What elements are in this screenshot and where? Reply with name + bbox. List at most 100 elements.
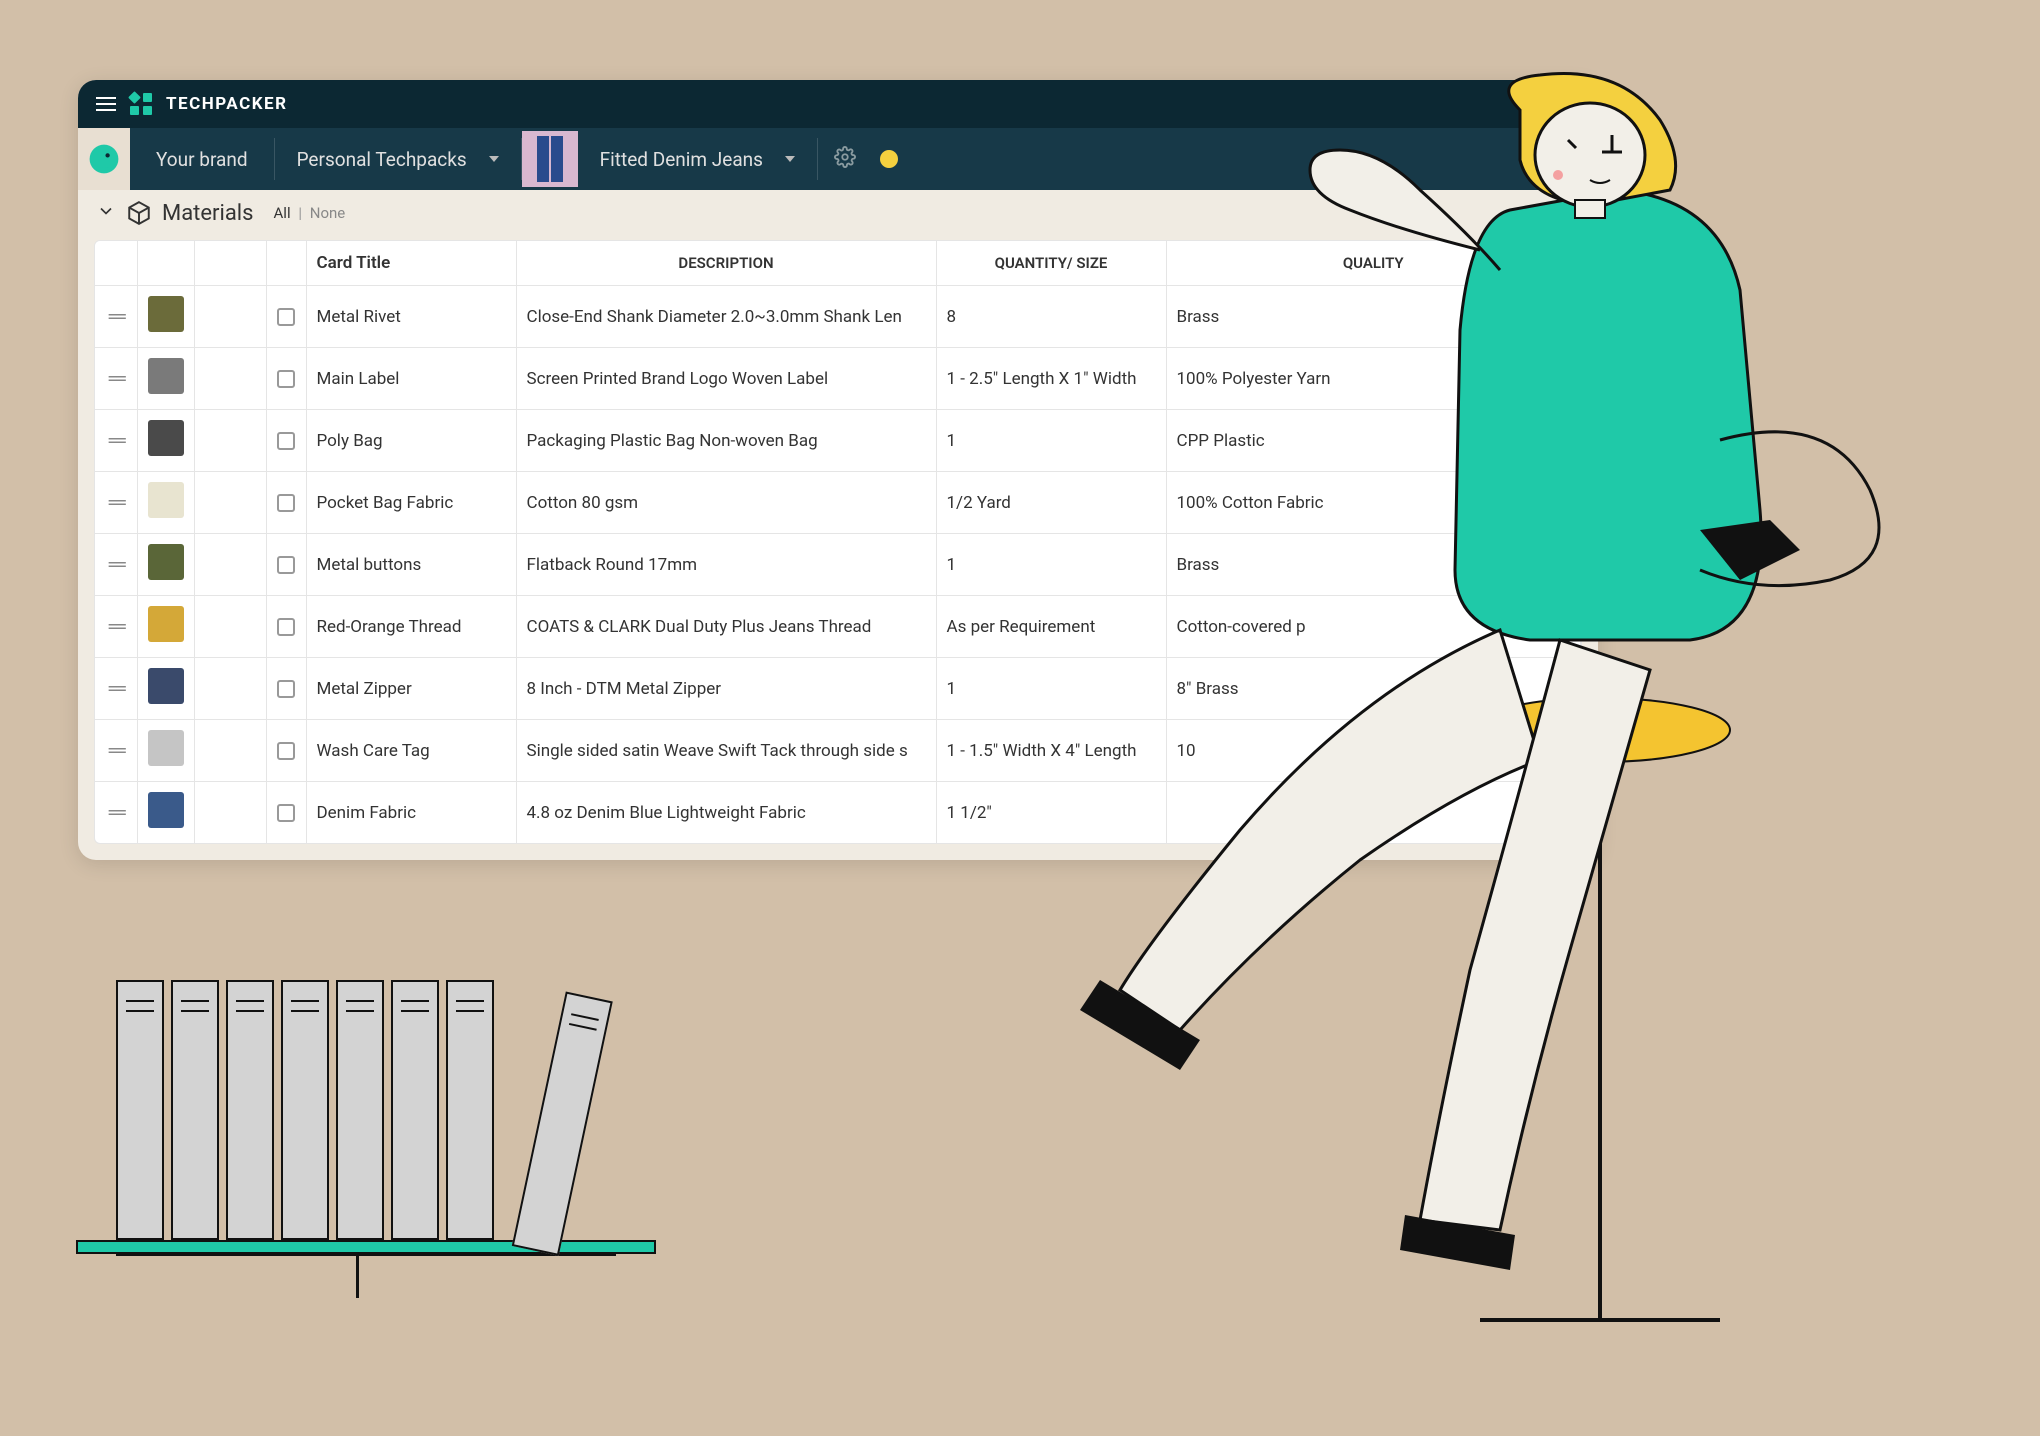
cell-quantity: 1	[936, 534, 1166, 596]
cell-description: 8 Inch - DTM Metal Zipper	[516, 658, 936, 720]
cell-description: Cotton 80 gsm	[516, 472, 936, 534]
table-row[interactable]: == Wash Care Tag Single sided satin Weav…	[95, 720, 1581, 782]
cell-description: 4.8 oz Denim Blue Lightweight Fabric	[516, 782, 936, 844]
cell-quantity: 1 - 1.5" Width X 4" Length	[936, 720, 1166, 782]
drag-handle-icon[interactable]: ==	[108, 430, 124, 451]
row-checkbox[interactable]	[277, 370, 295, 388]
cell-quantity: 1	[936, 410, 1166, 472]
brand-name: TECHPACKER	[166, 94, 287, 114]
row-thumbnail	[148, 730, 184, 766]
cell-quantity: As per Requirement	[936, 596, 1166, 658]
row-checkbox[interactable]	[277, 432, 295, 450]
sub-bar: Your brand Personal Techpacks Fitted Den…	[78, 128, 1598, 190]
drag-handle-icon[interactable]: ==	[108, 616, 124, 637]
cell-title: Denim Fabric	[306, 782, 516, 844]
filter-none-link[interactable]: None	[310, 204, 346, 222]
chevron-down-icon	[785, 156, 795, 162]
row-checkbox[interactable]	[277, 308, 295, 326]
cell-quality: Brass	[1166, 534, 1581, 596]
filter-all-link[interactable]: All	[274, 204, 291, 222]
row-thumbnail	[148, 544, 184, 580]
cell-description: Screen Printed Brand Logo Woven Label	[516, 348, 936, 410]
brand-avatar[interactable]	[78, 128, 130, 190]
item-thumbnail	[522, 131, 578, 187]
cube-icon	[126, 200, 152, 226]
col-header-title: Card Title	[306, 241, 516, 286]
row-thumbnail	[148, 792, 184, 828]
logo-mark-icon	[130, 93, 152, 115]
app-window: TECHPACKER Your brand Personal Techpacks…	[78, 80, 1598, 860]
col-header-description: DESCRIPTION	[516, 241, 936, 286]
row-thumbnail	[148, 482, 184, 518]
bookshelf-illustration	[76, 980, 676, 1298]
table-header-row: Card Title DESCRIPTION QUANTITY/ SIZE QU…	[95, 241, 1581, 286]
table-row[interactable]: == Metal Zipper 8 Inch - DTM Metal Zippe…	[95, 658, 1581, 720]
section-bar: Materials All | None	[78, 190, 1598, 236]
col-header-quantity: QUANTITY/ SIZE	[936, 241, 1166, 286]
cell-quantity: 1/2 Yard	[936, 472, 1166, 534]
cell-quality: 8" Brass	[1166, 658, 1581, 720]
cell-title: Pocket Bag Fabric	[306, 472, 516, 534]
cell-title: Metal Zipper	[306, 658, 516, 720]
drag-handle-icon[interactable]: ==	[108, 306, 124, 327]
cell-quality: 10	[1166, 720, 1581, 782]
cell-description: Packaging Plastic Bag Non-woven Bag	[516, 410, 936, 472]
section-title: Materials	[162, 201, 254, 226]
table-row[interactable]: == Metal Rivet Close-End Shank Diameter …	[95, 286, 1581, 348]
col-header-quality: QUALITY	[1166, 241, 1581, 286]
row-checkbox[interactable]	[277, 680, 295, 698]
cell-quality	[1166, 782, 1581, 844]
drag-handle-icon[interactable]: ==	[108, 740, 124, 761]
filter-links: All | None	[274, 204, 346, 222]
chevron-down-icon[interactable]	[96, 201, 116, 226]
cell-description: COATS & CLARK Dual Duty Plus Jeans Threa…	[516, 596, 936, 658]
techpacks-dropdown-label: Personal Techpacks	[297, 148, 467, 171]
chevron-down-icon	[489, 156, 499, 162]
gear-icon[interactable]	[818, 146, 872, 172]
techpacks-dropdown[interactable]: Personal Techpacks	[275, 148, 521, 171]
cell-quantity: 1 1/2"	[936, 782, 1166, 844]
table-row[interactable]: == Denim Fabric 4.8 oz Denim Blue Lightw…	[95, 782, 1581, 844]
row-thumbnail	[148, 420, 184, 456]
row-checkbox[interactable]	[277, 618, 295, 636]
cell-quantity: 8	[936, 286, 1166, 348]
menu-icon[interactable]	[96, 97, 116, 111]
row-thumbnail	[148, 606, 184, 642]
table-row[interactable]: == Main Label Screen Printed Brand Logo …	[95, 348, 1581, 410]
drag-handle-icon[interactable]: ==	[108, 678, 124, 699]
cell-quantity: 1 - 2.5" Length X 1" Width	[936, 348, 1166, 410]
materials-table: Card Title DESCRIPTION QUANTITY/ SIZE QU…	[94, 240, 1582, 844]
drag-handle-icon[interactable]: ==	[108, 368, 124, 389]
cell-quality: CPP Plastic	[1166, 410, 1581, 472]
table-row[interactable]: == Pocket Bag Fabric Cotton 80 gsm 1/2 Y…	[95, 472, 1581, 534]
row-checkbox[interactable]	[277, 556, 295, 574]
drag-handle-icon[interactable]: ==	[108, 802, 124, 823]
drag-handle-icon[interactable]: ==	[108, 492, 124, 513]
table-row[interactable]: == Poly Bag Packaging Plastic Bag Non-wo…	[95, 410, 1581, 472]
brand-label[interactable]: Your brand	[130, 148, 274, 171]
cell-quality: Brass	[1166, 286, 1581, 348]
cell-title: Main Label	[306, 348, 516, 410]
row-checkbox[interactable]	[277, 494, 295, 512]
cell-description: Single sided satin Weave Swift Tack thro…	[516, 720, 936, 782]
top-bar: TECHPACKER	[78, 80, 1598, 128]
row-checkbox[interactable]	[277, 742, 295, 760]
drag-handle-icon[interactable]: ==	[108, 554, 124, 575]
row-thumbnail	[148, 296, 184, 332]
row-thumbnail	[148, 668, 184, 704]
row-thumbnail	[148, 358, 184, 394]
cell-title: Red-Orange Thread	[306, 596, 516, 658]
cell-quantity: 1	[936, 658, 1166, 720]
cell-title: Poly Bag	[306, 410, 516, 472]
cell-description: Close-End Shank Diameter 2.0~3.0mm Shank…	[516, 286, 936, 348]
cell-quality: Cotton-covered p	[1166, 596, 1581, 658]
table-row[interactable]: == Red-Orange Thread COATS & CLARK Dual …	[95, 596, 1581, 658]
item-dropdown-label: Fitted Denim Jeans	[600, 148, 763, 171]
cell-description: Flatback Round 17mm	[516, 534, 936, 596]
table-row[interactable]: == Metal buttons Flatback Round 17mm 1 B…	[95, 534, 1581, 596]
cell-title: Metal buttons	[306, 534, 516, 596]
status-dot-icon	[880, 150, 898, 168]
row-checkbox[interactable]	[277, 804, 295, 822]
cell-title: Metal Rivet	[306, 286, 516, 348]
item-dropdown[interactable]: Fitted Denim Jeans	[578, 148, 817, 171]
